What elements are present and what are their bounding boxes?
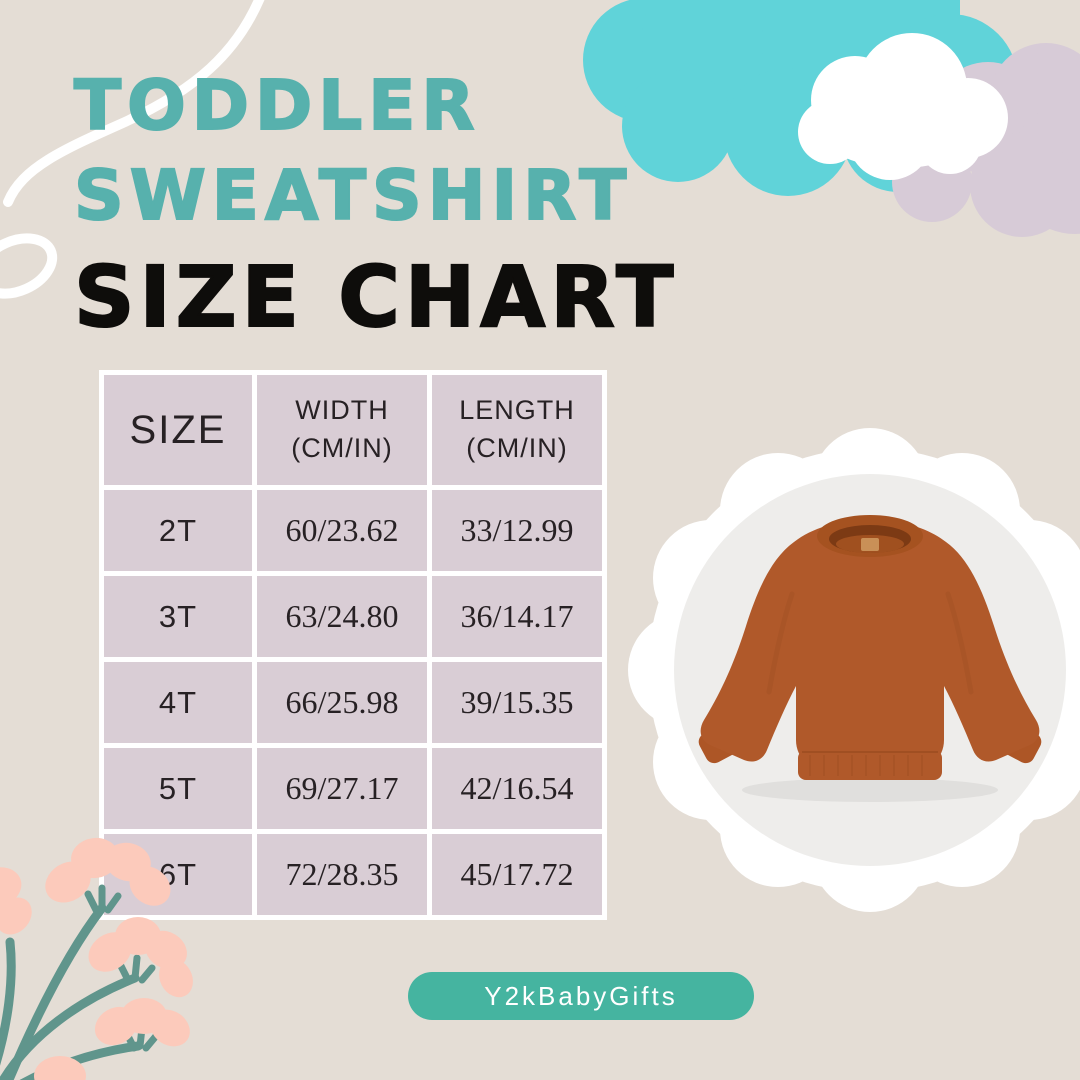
table-row-5t-size: 5T — [104, 748, 252, 829]
col-header-width-label: WIDTH — [295, 395, 389, 426]
table-row-4t-width: 66/25.98 — [257, 662, 427, 743]
table-row-3t-size: 3T — [104, 576, 252, 657]
table-row-6t-size: 6T — [104, 834, 252, 915]
table-row-5t-length: 42/16.54 — [432, 748, 602, 829]
sweatshirt-icon — [698, 515, 1042, 802]
table-row-4t-size: 4T — [104, 662, 252, 743]
col-header-width: WIDTH (CM/IN) — [257, 375, 427, 485]
table-row-2t-length: 33/12.99 — [432, 490, 602, 571]
col-header-width-unit: (CM/IN) — [291, 433, 393, 463]
table-row-5t-width: 69/27.17 — [257, 748, 427, 829]
col-header-size-label: SIZE — [129, 407, 227, 452]
table-row-6t-width: 72/28.35 — [257, 834, 427, 915]
table-row-3t-width: 63/24.80 — [257, 576, 427, 657]
photo-background — [674, 474, 1066, 866]
brand-label: Y2kBabyGifts — [484, 980, 678, 1011]
col-header-size: SIZE — [104, 375, 252, 485]
sweatshirt-photo-badge — [628, 428, 1080, 912]
table-row-3t-length: 36/14.17 — [432, 576, 602, 657]
size-table: SIZE WIDTH (CM/IN) LENGTH (CM/IN) 2T 60/… — [99, 370, 607, 920]
title-block: TODDLER SWEATSHIRT SIZE CHART — [73, 62, 679, 353]
col-header-length-label: LENGTH — [459, 395, 575, 426]
col-header-length: LENGTH (CM/IN) — [432, 375, 602, 485]
table-row-4t-length: 39/15.35 — [432, 662, 602, 743]
table-row-2t-size: 2T — [104, 490, 252, 571]
title-line-1: TODDLER — [73, 65, 481, 147]
title-line-3: SIZE CHART — [73, 247, 679, 347]
table-row-6t-length: 45/17.72 — [432, 834, 602, 915]
title-line-2: SWEATSHIRT — [73, 155, 633, 237]
table-row-2t-width: 60/23.62 — [257, 490, 427, 571]
collar-tag — [861, 538, 879, 551]
col-header-length-unit: (CM/IN) — [466, 433, 568, 463]
brand-pill: Y2kBabyGifts — [408, 972, 754, 1020]
